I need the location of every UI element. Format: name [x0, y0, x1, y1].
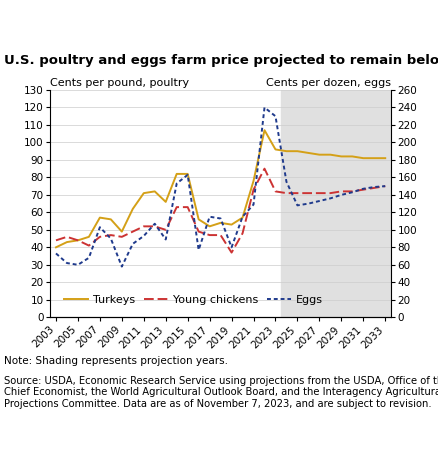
- Text: Cents per dozen, eggs: Cents per dozen, eggs: [265, 78, 390, 88]
- Text: U.S. poultry and eggs farm price projected to remain below 2022 peaks: U.S. poultry and eggs farm price project…: [4, 54, 438, 68]
- Bar: [280, 90, 390, 317]
- Text: Source: USDA, Economic Research Service using projections from the USDA, Office : Source: USDA, Economic Research Service …: [4, 376, 438, 409]
- Text: Note: Shading represents projection years.: Note: Shading represents projection year…: [4, 356, 228, 365]
- Legend: Turkeys, Young chickens, Eggs: Turkeys, Young chickens, Eggs: [59, 291, 326, 310]
- Text: Cents per pound, poultry: Cents per pound, poultry: [50, 78, 189, 88]
